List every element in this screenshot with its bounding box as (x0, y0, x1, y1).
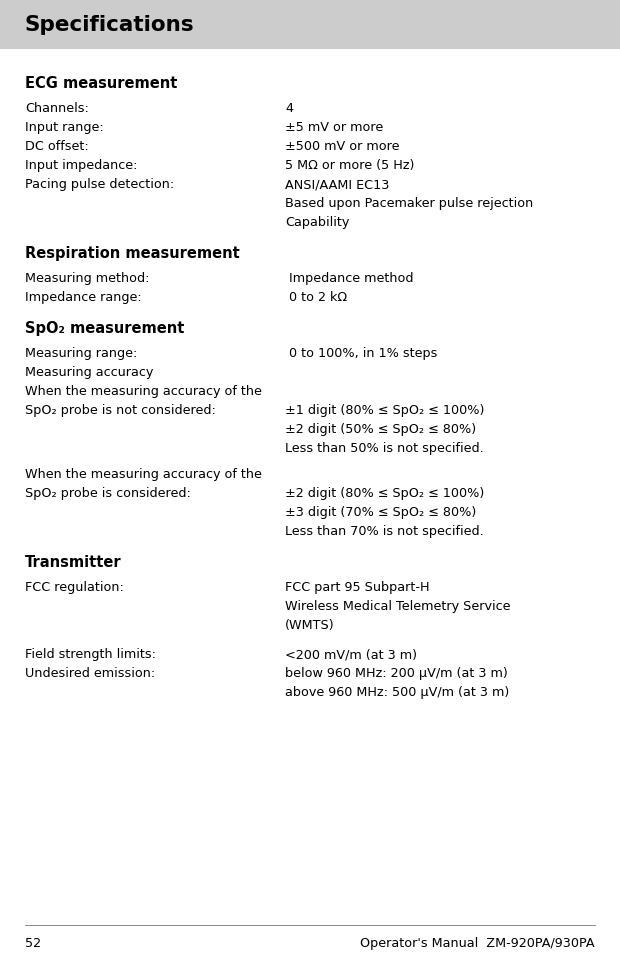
Text: FCC regulation:: FCC regulation: (25, 580, 124, 593)
Text: Field strength limits:: Field strength limits: (25, 648, 156, 660)
Text: DC offset:: DC offset: (25, 140, 89, 153)
Bar (0, 0, 620, 50)
Text: ANSI/AAMI EC13: ANSI/AAMI EC13 (285, 178, 389, 191)
Text: SpO₂ probe is not considered:: SpO₂ probe is not considered: (25, 404, 216, 416)
Text: Transmitter: Transmitter (25, 554, 122, 570)
Text: ±1 digit (80% ≤ SpO₂ ≤ 100%): ±1 digit (80% ≤ SpO₂ ≤ 100%) (285, 404, 484, 416)
Text: 0 to 2 kΩ: 0 to 2 kΩ (285, 290, 347, 304)
Text: Operator's Manual  ZM-920PA/930PA: Operator's Manual ZM-920PA/930PA (360, 937, 595, 949)
Text: Channels:: Channels: (25, 102, 89, 115)
Text: 4: 4 (285, 102, 293, 115)
Text: Specifications: Specifications (25, 15, 195, 35)
Text: ±5 mV or more: ±5 mV or more (285, 121, 383, 134)
Text: ±500 mV or more: ±500 mV or more (285, 140, 399, 153)
Text: When the measuring accuracy of the: When the measuring accuracy of the (25, 467, 262, 480)
Text: <200 mV/m (at 3 m): <200 mV/m (at 3 m) (285, 648, 417, 660)
Text: SpO₂ measurement: SpO₂ measurement (25, 321, 184, 335)
Text: FCC part 95 Subpart-H: FCC part 95 Subpart-H (285, 580, 430, 593)
Text: Impedance range:: Impedance range: (25, 290, 142, 304)
Text: Respiration measurement: Respiration measurement (25, 246, 240, 260)
Text: Less than 70% is not specified.: Less than 70% is not specified. (285, 525, 484, 537)
Text: ECG measurement: ECG measurement (25, 76, 177, 91)
Text: Measuring accuracy: Measuring accuracy (25, 365, 153, 379)
Text: above 960 MHz: 500 μV/m (at 3 m): above 960 MHz: 500 μV/m (at 3 m) (285, 685, 509, 699)
Text: Measuring method:: Measuring method: (25, 272, 149, 284)
Text: Input impedance:: Input impedance: (25, 159, 138, 172)
Text: Pacing pulse detection:: Pacing pulse detection: (25, 178, 174, 191)
Text: When the measuring accuracy of the: When the measuring accuracy of the (25, 384, 262, 398)
Text: Measuring range:: Measuring range: (25, 347, 138, 359)
Text: Wireless Medical Telemetry Service: Wireless Medical Telemetry Service (285, 600, 510, 612)
Text: ±3 digit (70% ≤ SpO₂ ≤ 80%): ±3 digit (70% ≤ SpO₂ ≤ 80%) (285, 505, 476, 519)
Text: Input range:: Input range: (25, 121, 104, 134)
Text: Capability: Capability (285, 216, 350, 229)
Text: Undesired emission:: Undesired emission: (25, 666, 155, 679)
Text: Less than 50% is not specified.: Less than 50% is not specified. (285, 441, 484, 455)
Text: (WMTS): (WMTS) (285, 618, 335, 631)
Text: 5 MΩ or more (5 Hz): 5 MΩ or more (5 Hz) (285, 159, 414, 172)
Text: below 960 MHz: 200 μV/m (at 3 m): below 960 MHz: 200 μV/m (at 3 m) (285, 666, 508, 679)
Text: Based upon Pacemaker pulse rejection: Based upon Pacemaker pulse rejection (285, 197, 533, 209)
Text: 52: 52 (25, 937, 41, 949)
Text: SpO₂ probe is considered:: SpO₂ probe is considered: (25, 486, 191, 500)
Text: ±2 digit (80% ≤ SpO₂ ≤ 100%): ±2 digit (80% ≤ SpO₂ ≤ 100%) (285, 486, 484, 500)
Text: Impedance method: Impedance method (285, 272, 414, 284)
Text: 0 to 100%, in 1% steps: 0 to 100%, in 1% steps (285, 347, 437, 359)
Text: ±2 digit (50% ≤ SpO₂ ≤ 80%): ±2 digit (50% ≤ SpO₂ ≤ 80%) (285, 423, 476, 435)
